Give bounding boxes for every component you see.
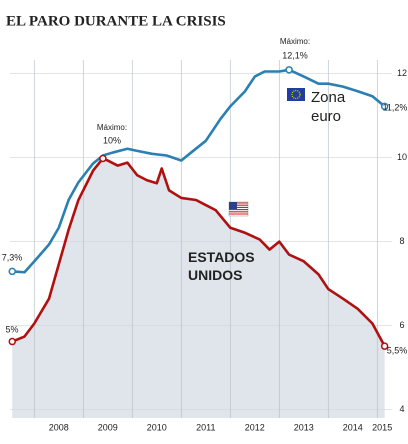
chart-title: EL PARO DURANTE LA CRISIS [6, 13, 226, 29]
series-label-line: euro [311, 108, 341, 125]
annotation: 5% [5, 324, 18, 334]
series-label-line: UNIDOS [188, 267, 242, 283]
annotation: Máximo: [280, 37, 310, 46]
us-flag-canton [229, 202, 237, 209]
annotation: 5,5% [387, 345, 408, 355]
eu-flag-field [287, 88, 305, 101]
x-tick-label: 2011 [196, 422, 215, 432]
series-label-line: Zona [311, 89, 346, 106]
end-marker [380, 342, 389, 350]
series-label: ESTADOS UNIDOS [188, 249, 255, 283]
x-tick-label: 2015 [372, 422, 392, 432]
max-marker [285, 66, 293, 74]
us-flag-stripes [229, 202, 248, 215]
x-tick-label: 2009 [98, 422, 118, 432]
y-tick-label: 4 [399, 404, 404, 414]
annotation: Máximo: [97, 123, 127, 132]
max-marker [99, 154, 107, 163]
eu-flag-stars [291, 89, 301, 100]
x-tick-label: 2013 [294, 422, 314, 432]
annotation: 11,2% [383, 102, 408, 112]
eu-flag [287, 88, 305, 101]
series-line [11, 157, 386, 347]
end-marker [8, 267, 16, 276]
y-tick-label: 8 [399, 236, 404, 246]
x-tick-label: 2010 [147, 422, 167, 432]
annotation: 12,1% [282, 50, 308, 60]
series-label: Zona euro [311, 89, 346, 125]
y-tick-label: 12 [397, 68, 407, 78]
us-area [12, 158, 385, 418]
x-tick-label: 2014 [343, 422, 363, 432]
end-marker [380, 102, 389, 111]
y-tick-label: 10 [397, 152, 407, 162]
series-label-line: ESTADOS [188, 249, 255, 265]
series-line [12, 68, 386, 274]
annotation: 7,3% [2, 252, 23, 262]
x-tick-label: 2012 [245, 422, 265, 432]
x-tick-label: 2008 [49, 422, 69, 432]
annotation: 10% [103, 135, 121, 145]
end-marker [8, 337, 16, 346]
y-tick-label: 6 [399, 320, 404, 330]
us-flag [228, 201, 249, 217]
